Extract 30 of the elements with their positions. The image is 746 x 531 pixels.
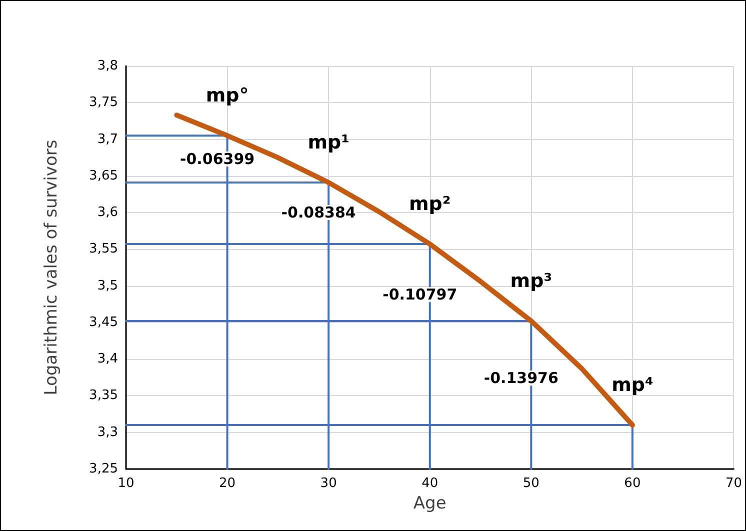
annotation: -0.10797 [382,286,458,304]
annotation: mp³ [510,270,552,292]
x-tick-label: 60 [624,476,641,491]
annotation: -0.06399 [180,150,255,168]
annotation: -0.08384 [281,204,356,222]
y-tick-label: 3,65 [89,168,118,184]
x-tick-label: 10 [118,476,134,491]
y-tick-label: 3,4 [97,352,118,367]
x-tick-label: 30 [320,476,337,491]
y-tick-label: 3,45 [89,314,118,330]
x-tick-label: 40 [422,476,438,491]
y-tick-label: 3,8 [97,58,118,74]
x-tick-label: 70 [725,476,742,491]
y-tick-label: 3,5 [97,278,118,294]
x-tick-label: 20 [219,476,236,491]
annotation: mp² [408,193,451,216]
y-tick-label: 3,3 [97,424,118,440]
x-tick-label: 50 [522,476,540,491]
y-tick-label: 3,25 [89,462,118,476]
y-tick-label: 3,55 [89,242,118,257]
annotation: mp° [206,84,249,107]
annotation: mp⁴ [612,374,654,396]
x-axis-title: Age [413,493,446,514]
y-tick-label: 3,75 [89,95,118,110]
annotation: -0.13976 [484,369,558,388]
y-tick-label: 3,35 [89,388,118,404]
y-tick-label: 3,6 [97,205,118,220]
annotation: mp¹ [308,132,350,154]
y-tick-label: 3,7 [97,132,118,147]
y-axis-title: Logarithmic vales of survivors [42,140,62,396]
